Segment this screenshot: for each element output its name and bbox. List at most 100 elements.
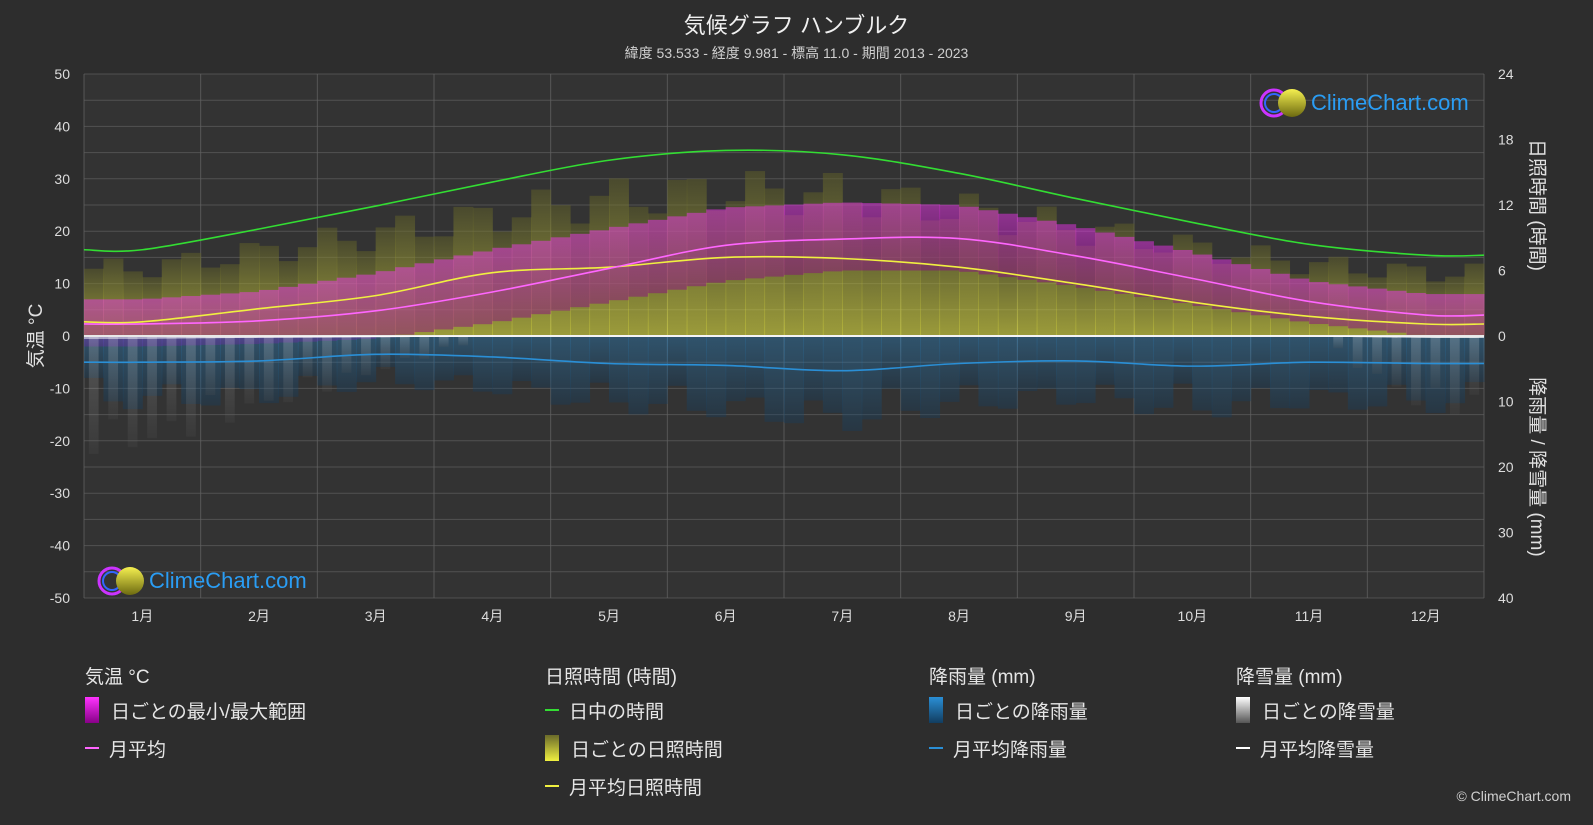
y-right-bottom-tick-label: 20 bbox=[1498, 459, 1514, 475]
legend-daylight: 日中の時間 bbox=[545, 698, 723, 723]
snow-bar bbox=[1352, 336, 1363, 369]
temp-range-bar bbox=[570, 233, 591, 308]
snow-bar bbox=[224, 336, 235, 423]
legend-sunshine-header: 日照時間 (時間) bbox=[545, 667, 677, 688]
x-tick-label: 8月 bbox=[948, 608, 970, 624]
legend-rain-mean-label: 月平均降雨量 bbox=[953, 739, 1068, 761]
y-right-top-tick-label: 6 bbox=[1498, 263, 1506, 279]
rain-bar bbox=[764, 336, 785, 422]
y-left-tick-label: -50 bbox=[50, 590, 70, 606]
legend-temp-range: 日ごとの最小/最大範囲 bbox=[85, 697, 306, 723]
daylight-swatch bbox=[545, 709, 559, 711]
temp-range-bar bbox=[375, 271, 396, 338]
rain-bar bbox=[1231, 336, 1252, 402]
temp-range-bar bbox=[453, 255, 474, 327]
rain-bar bbox=[1192, 336, 1213, 411]
snow-bar bbox=[1449, 336, 1460, 415]
temp-range-bar bbox=[200, 294, 221, 345]
rain-bar bbox=[472, 336, 493, 392]
snow-bar bbox=[88, 336, 99, 454]
sunshine-mean-line bbox=[83, 255, 1485, 326]
rain-bar bbox=[920, 336, 941, 419]
temp-range-bar bbox=[434, 259, 454, 330]
rain-bar bbox=[842, 336, 863, 431]
x-tick-label: 1月 bbox=[131, 608, 153, 624]
legend-snow: 降雪量 (mm) 日ごとの降雪量 月平均降雪量 bbox=[1236, 662, 1395, 774]
rain-bar bbox=[725, 336, 746, 402]
legend-sunshine: 日照時間 (時間) 日中の時間 日ごとの日照時間 月平均日照時間 bbox=[545, 662, 723, 812]
y-left-tick-label: -10 bbox=[50, 380, 70, 396]
snow-bar bbox=[380, 336, 391, 370]
legend-sunshine-mean-label: 月平均日照時間 bbox=[569, 777, 703, 799]
watermark-top: ClimeChart.com bbox=[1257, 86, 1469, 120]
temp-range-bar bbox=[822, 202, 843, 272]
snow-bar bbox=[1372, 336, 1382, 374]
y-left-tick-label: 50 bbox=[54, 66, 70, 82]
y-left-tick-label: 10 bbox=[54, 276, 70, 292]
rain-bar bbox=[784, 336, 804, 424]
rain-bar bbox=[686, 336, 707, 411]
temp-range-bar bbox=[259, 289, 279, 344]
copyright: © ClimeChart.com bbox=[1456, 788, 1571, 804]
snow-bar bbox=[166, 336, 177, 422]
temp-range-bar bbox=[628, 223, 649, 297]
snow-bar bbox=[1411, 336, 1421, 406]
x-tick-label: 11月 bbox=[1295, 608, 1324, 624]
chart-title: 気候グラフ ハンブルク bbox=[683, 13, 910, 38]
y-right-bottom-tick-label: 10 bbox=[1498, 394, 1514, 410]
daylight-line bbox=[83, 149, 1485, 257]
rain-bar bbox=[628, 336, 649, 415]
y-left-axis-title: 気温 °C bbox=[25, 304, 47, 369]
temp-range-bar bbox=[472, 251, 493, 325]
y-left-tick-label: -40 bbox=[50, 538, 70, 554]
snow-daily-swatch bbox=[1236, 697, 1250, 723]
legend-snow-mean-label: 月平均降雪量 bbox=[1260, 739, 1375, 761]
temp-range-swatch bbox=[85, 697, 99, 723]
rain-bar bbox=[706, 336, 727, 418]
legend-temp-mean-label: 月平均 bbox=[109, 739, 167, 761]
snow-bar bbox=[419, 336, 430, 359]
snow-mean-line bbox=[83, 335, 1485, 339]
rain-bar bbox=[1017, 336, 1038, 391]
snow-bar bbox=[1430, 336, 1441, 389]
x-tick-label: 5月 bbox=[598, 608, 620, 624]
x-tick-label: 6月 bbox=[715, 608, 737, 624]
snow-bar bbox=[205, 336, 216, 396]
rain-bar bbox=[1036, 336, 1057, 389]
x-tick-label: 10月 bbox=[1178, 608, 1208, 624]
legend-sunshine-daily: 日ごとの日照時間 bbox=[545, 735, 723, 761]
snow-bar bbox=[458, 336, 469, 346]
legend-snow-header: 降雪量 (mm) bbox=[1236, 667, 1343, 688]
rain-bar bbox=[978, 336, 999, 407]
rain-bar bbox=[900, 336, 921, 411]
rain-bar bbox=[492, 336, 513, 395]
snow-bar bbox=[302, 336, 313, 378]
x-tick-label: 9月 bbox=[1065, 608, 1087, 624]
temp-range-bar bbox=[1347, 286, 1368, 329]
snow-bar bbox=[438, 336, 449, 347]
rain-bar bbox=[1250, 336, 1271, 389]
temp-range-bar bbox=[997, 213, 1018, 278]
x-tick-label: 12月 bbox=[1411, 608, 1441, 624]
snow-bar bbox=[108, 336, 119, 420]
rain-bar bbox=[531, 336, 552, 388]
temp-range-bar bbox=[609, 226, 629, 301]
rain-bar bbox=[1075, 336, 1096, 404]
y-left-tick-label: -30 bbox=[50, 485, 70, 501]
sunshine-mean-swatch bbox=[545, 785, 559, 787]
legend-snow-daily: 日ごとの降雪量 bbox=[1236, 697, 1395, 723]
temp-range-bar bbox=[181, 296, 202, 346]
legend-daylight-label: 日中の時間 bbox=[569, 701, 665, 723]
temp-range-bar bbox=[142, 298, 163, 347]
legend-temp-mean: 月平均 bbox=[85, 736, 306, 761]
temp-range-bar bbox=[220, 293, 241, 345]
snow-bar bbox=[1469, 336, 1480, 395]
temp-range-bar bbox=[1017, 217, 1038, 280]
y-right-bottom-tick-label: 40 bbox=[1498, 590, 1514, 606]
watermark-text: ClimeChart.com bbox=[1311, 90, 1469, 115]
temp-range-bar bbox=[1367, 288, 1388, 331]
rain-bar bbox=[1114, 336, 1135, 399]
rain-bar bbox=[570, 336, 591, 403]
snow-bar bbox=[263, 336, 274, 401]
